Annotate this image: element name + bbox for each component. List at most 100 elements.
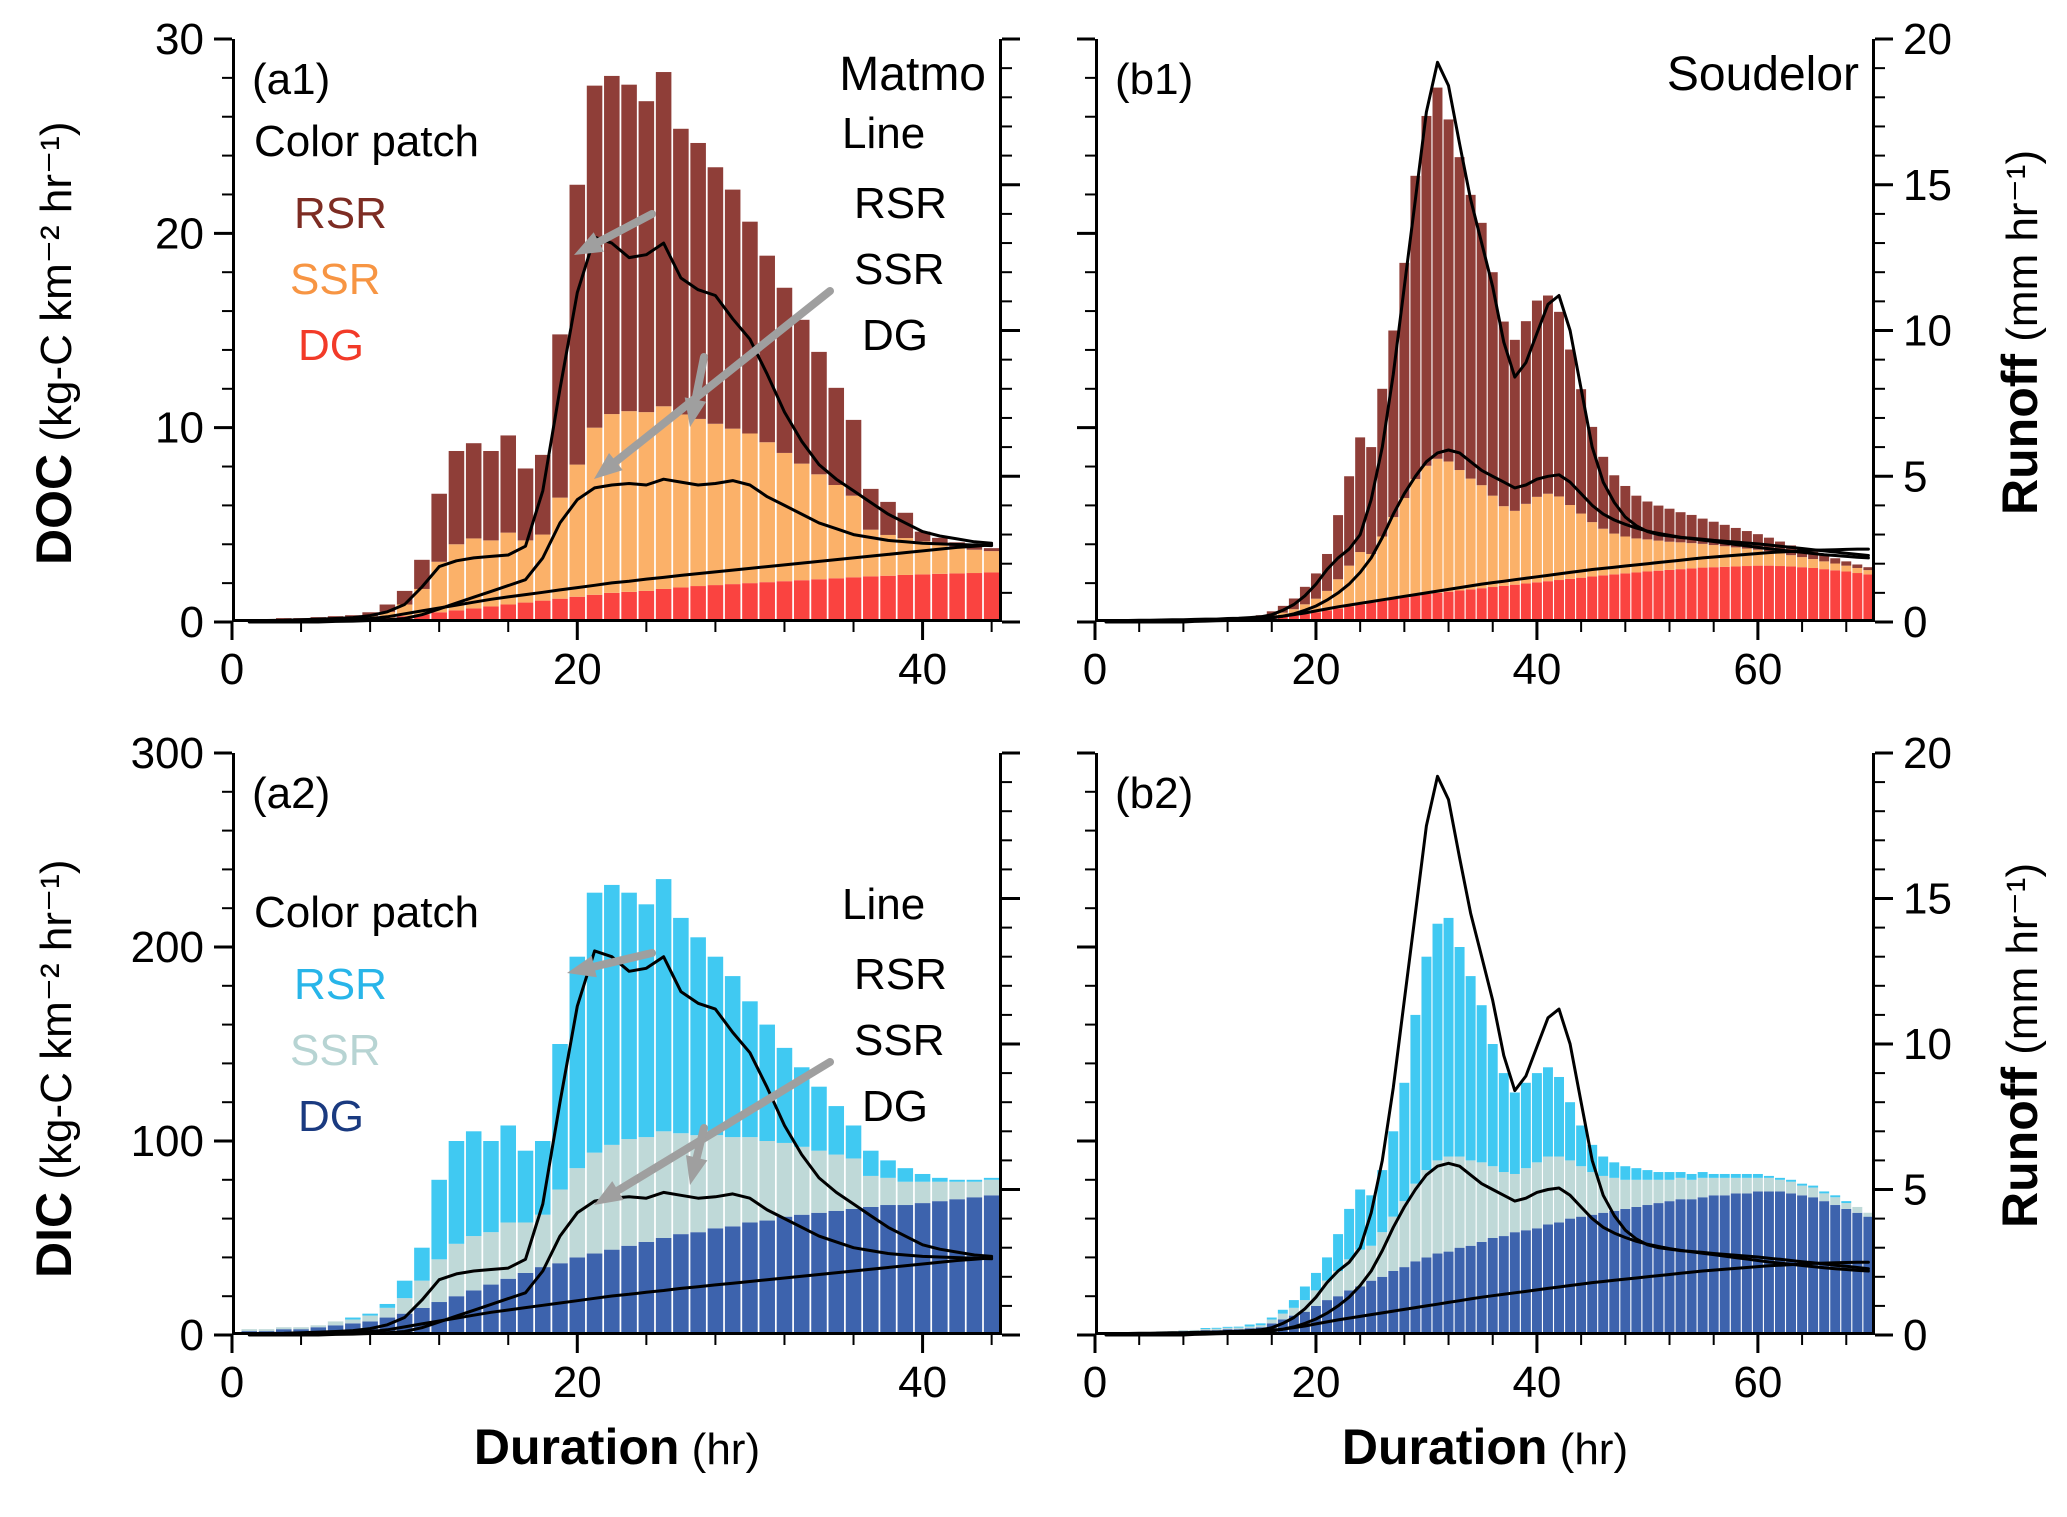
panel-b2: 0 20 40 60 0 5 10 15 20 (b2) [1077,729,1952,1407]
storm-title-matmo: Matmo [839,48,986,101]
plot-b1-doc-soudelor: 0 20 40 60 0 5 10 15 20 [1077,15,1952,694]
legend-line-dg-dic: DG [862,1082,928,1131]
y-left-tick-label: 200 [131,923,204,972]
y-axis-title-doc-units: (kg-C km⁻² hr⁻¹) [32,121,81,454]
panel-label-b1: (b1) [1115,55,1194,104]
y-right-tick-label: 5 [1903,452,1927,501]
legend-patch-ssr: SSR [290,255,381,304]
runoff-line-RSR [1104,60,1870,622]
x-tick-label: 40 [898,1358,947,1407]
y-left-tick-label: 10 [155,404,204,453]
legend-patch-dg-dic: DG [298,1092,364,1141]
y-right-tick-label: 0 [1903,1311,1927,1360]
axis-tick-labels: 0 20 40 0 100 200 300 [131,729,947,1407]
x-tick-label: 0 [220,1358,244,1407]
x-tick-label: 0 [220,645,244,694]
legend-arrow-head [685,1155,708,1185]
legend-title-color-patch: Color patch [254,117,480,166]
y-axis-title-doc-bold: DOC [26,453,82,565]
x-tick-label: 40 [1512,645,1561,694]
y-left-tick-label: 0 [180,1311,204,1360]
x-tick-label: 40 [898,645,947,694]
axis-ticks [214,751,1020,1353]
y-right-tick-label: 10 [1903,1020,1952,1069]
runoff-line-RSR [247,235,994,622]
y-left-tick-label: 300 [131,729,204,778]
x-axis-title-duration-left-bold: Duration [473,1419,680,1475]
x-tick-label: 20 [1291,1358,1340,1407]
legend-arrow [692,1124,708,1162]
panel-label-b2: (b2) [1115,769,1194,818]
y-right-tick-label: 10 [1903,307,1952,356]
x-tick-label: 20 [1291,645,1340,694]
y-axis-title-runoff-top-units: (mm hr⁻¹) [1998,149,2047,354]
x-axis-title-duration-right: Duration (hr) [1095,1418,1875,1476]
legend-line-rsr-dic: RSR [854,950,947,999]
legend-patch-rsr-dic: RSR [294,960,387,1009]
legend-patch-dg: DG [298,321,364,370]
y-left-tick-label: 100 [131,1117,204,1166]
y-axis-title-runoff-top-bold: Runoff [1992,353,2048,515]
axis-ticks [1077,37,1893,640]
x-tick-label: 20 [553,1358,602,1407]
y-axis-title-dic-units: (kg-C km⁻² hr⁻¹) [32,859,81,1192]
legend-arrow-head [594,1181,624,1205]
legend-arrow [590,949,656,971]
legend-arrow [691,353,708,404]
legend-line-ssr-dic: SSR [854,1016,945,1065]
axis-ticks [1077,751,1893,1353]
y-right-tick-label: 0 [1903,598,1927,647]
y-axis-title-runoff-bottom-bold: Runoff [1992,1066,2048,1228]
runoff-line-RSR [1104,774,1870,1335]
plot-b2-dic-soudelor: 0 20 40 60 0 5 10 15 20 [1077,729,1952,1407]
axes-spines [1095,753,1875,1335]
y-right-tick-label: 15 [1903,161,1952,210]
x-tick-label: 60 [1733,645,1782,694]
y-axis-title-dic: DIC (kg-C km⁻² hr⁻¹) [26,859,84,1278]
x-axis-title-duration-right-units: (hr) [1547,1425,1629,1474]
x-tick-label: 60 [1733,1358,1782,1407]
legend-patch-ssr-dic: SSR [290,1026,381,1075]
legend-line-rsr: RSR [854,179,947,228]
y-axis-title-runoff-bottom-units: (mm hr⁻¹) [1998,862,2047,1067]
legend-title-line: Line [842,109,926,158]
legend-line-dg: DG [862,311,928,360]
axes-spines [232,753,1002,1335]
axis-tick-labels: 0 20 40 60 0 5 10 15 20 [1083,15,1952,694]
y-left-tick-label: 30 [155,15,204,64]
legend-title-color-patch-dic: Color patch [254,888,480,937]
y-axis-title-doc: DOC (kg-C km⁻² hr⁻¹) [26,121,84,565]
y-right-tick-label: 20 [1903,729,1952,778]
axes-spines [232,39,1002,622]
x-tick-label: 0 [1083,645,1107,694]
panel-a2: 0 20 40 0 100 200 300 (a2) Color patch RSR SSR… [131,729,1020,1407]
legend-arrow-head [574,232,604,255]
y-axis-title-runoff-top: Runoff (mm hr⁻¹) [1992,150,2050,515]
legend-line-ssr: SSR [854,245,945,294]
legend-arrow [613,1058,834,1195]
x-axis-title-duration-left: Duration (hr) [232,1418,1002,1476]
plot-a1-doc-matmo: 0 20 40 0 10 20 30 [155,15,1020,694]
x-tick-label: 20 [553,645,602,694]
legend-patch-rsr: RSR [294,189,387,238]
x-axis-title-duration-left-units: (hr) [679,1425,761,1474]
runoff-line-DG [247,543,994,623]
stacked-bars [241,879,1000,1335]
storm-title-soudelor: Soudelor [1666,48,1859,101]
runoff-line-DG [247,1256,994,1336]
y-left-tick-label: 0 [180,598,204,647]
legend-arrow [594,210,656,246]
stacked-bars [241,72,1000,622]
runoff-line-SSR [247,477,994,624]
legend-arrow [611,287,834,466]
axes-spines [1095,39,1875,622]
y-axis-title-runoff-bottom: Runoff (mm hr⁻¹) [1992,863,2050,1228]
y-right-tick-label: 20 [1903,15,1952,64]
legend-title-line-dic: Line [842,880,926,929]
x-tick-label: 0 [1083,1358,1107,1407]
axis-ticks [214,37,1020,640]
legend-arrow-head [594,452,623,479]
panel-b1: 0 20 40 60 0 5 10 15 20 (b1) Soudelor [1077,15,1952,694]
y-right-tick-label: 15 [1903,875,1952,924]
x-tick-label: 40 [1512,1358,1561,1407]
